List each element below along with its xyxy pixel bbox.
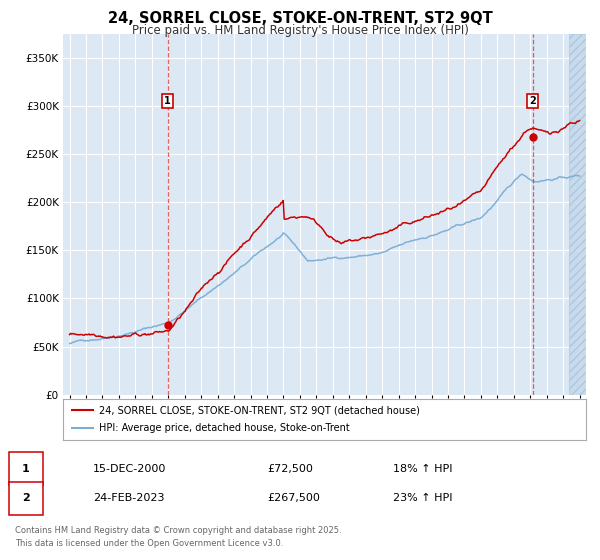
Text: 15-DEC-2000: 15-DEC-2000 <box>93 464 166 474</box>
Text: 2: 2 <box>529 96 536 106</box>
Text: Contains HM Land Registry data © Crown copyright and database right 2025.
This d: Contains HM Land Registry data © Crown c… <box>15 526 341 548</box>
Text: 18% ↑ HPI: 18% ↑ HPI <box>393 464 452 474</box>
Text: 23% ↑ HPI: 23% ↑ HPI <box>393 493 452 503</box>
Text: 1: 1 <box>164 96 171 106</box>
Text: 1: 1 <box>22 464 29 474</box>
Text: 2: 2 <box>22 493 29 503</box>
Bar <box>569 34 586 395</box>
Text: £72,500: £72,500 <box>267 464 313 474</box>
Text: £267,500: £267,500 <box>267 493 320 503</box>
Text: 24, SORREL CLOSE, STOKE-ON-TRENT, ST2 9QT: 24, SORREL CLOSE, STOKE-ON-TRENT, ST2 9Q… <box>107 11 493 26</box>
Text: Price paid vs. HM Land Registry's House Price Index (HPI): Price paid vs. HM Land Registry's House … <box>131 24 469 36</box>
Text: HPI: Average price, detached house, Stoke-on-Trent: HPI: Average price, detached house, Stok… <box>98 423 349 433</box>
Text: 24-FEB-2023: 24-FEB-2023 <box>93 493 164 503</box>
Text: 24, SORREL CLOSE, STOKE-ON-TRENT, ST2 9QT (detached house): 24, SORREL CLOSE, STOKE-ON-TRENT, ST2 9Q… <box>98 405 419 415</box>
